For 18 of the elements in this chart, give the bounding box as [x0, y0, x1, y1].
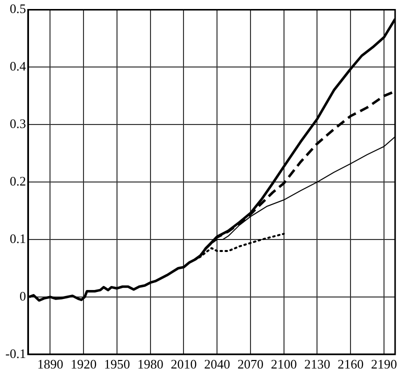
y-tick-label: 0.5	[10, 1, 26, 16]
x-tick-label: 2040	[204, 356, 230, 372]
x-tick-label: 1890	[37, 356, 64, 372]
y-tick-label: 0.2	[10, 174, 26, 189]
y-tick-label: 0.4	[10, 58, 26, 74]
y-tick-label: -0.1	[5, 346, 26, 361]
x-tick-label: 2100	[270, 356, 297, 372]
x-tick-label: 2160	[338, 356, 364, 372]
y-tick-label: 0	[20, 288, 26, 304]
x-tick-label: 2070	[237, 356, 264, 372]
x-tick-label: 2010	[170, 356, 197, 372]
y-tick-label: 0.3	[10, 116, 26, 132]
x-tick-label: 2130	[304, 356, 330, 372]
x-tick-label: 2190	[370, 356, 397, 372]
x-tick-label: 1950	[104, 356, 130, 372]
x-tick-label: 1920	[70, 356, 97, 372]
y-tick-label: 0.1	[10, 230, 26, 246]
x-tick-label: 1980	[137, 356, 164, 372]
